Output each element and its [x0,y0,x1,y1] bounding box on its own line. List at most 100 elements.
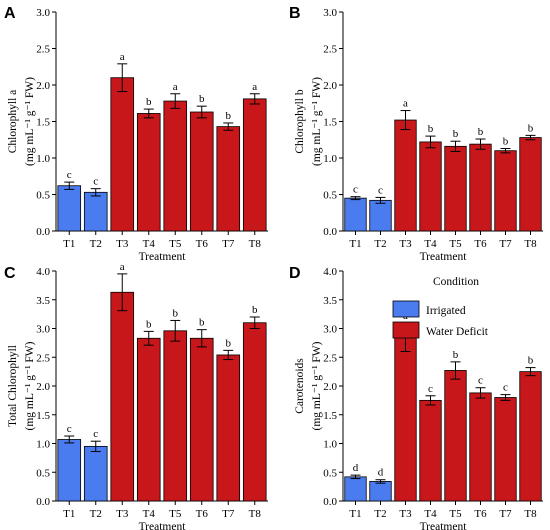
x-tick-label: T7 [222,508,235,520]
bar-t3 [110,291,135,502]
y-axis-units: (mg mL⁻¹ g⁻¹ FW) [24,341,36,430]
bar-t4 [136,113,161,232]
y-axis-title: Chlorophyll a [7,90,19,154]
bar-t4 [419,399,442,502]
x-tick-label: T4 [424,238,437,250]
significance-letter: b [146,96,152,108]
bar-t1 [344,476,367,502]
y-tick-label: 2.0 [323,381,337,393]
bar-t2 [369,481,392,502]
significance-letter: c [93,428,98,440]
x-tick-label: T8 [249,238,262,250]
y-tick-label: 1.0 [36,439,50,451]
bar-t8 [242,322,267,502]
panel-carotenoids: 0.00.51.01.52.02.53.03.54.0dT1dT2aT3cT4b… [294,266,543,530]
bar-t8 [519,371,542,502]
y-tick-label: 1.5 [323,117,337,129]
significance-letter: b [173,307,179,319]
y-tick-label: 0.5 [323,190,337,202]
x-tick-label: T2 [90,508,102,520]
bar-t5 [444,370,467,502]
x-tick-label: T1 [349,508,361,520]
significance-letter: b [478,126,484,138]
x-tick-label: T4 [424,508,437,520]
bar-t6 [189,337,214,502]
x-tick-label: T8 [249,508,262,520]
significance-letter: c [353,184,358,196]
significance-letter: a [120,51,125,63]
bar-t6 [189,111,214,232]
bar-t8 [242,98,267,232]
significance-letter: d [353,462,359,474]
x-tick-label: T2 [374,238,386,250]
legend-label-water-deficit: Water Deficit [426,326,489,338]
bar-t2 [83,191,108,232]
y-tick-label: 3.0 [323,324,337,336]
significance-letter: c [93,176,98,188]
bar-t1 [57,439,82,502]
y-tick-label: 4.0 [36,266,50,278]
y-tick-label: 0.5 [36,190,50,202]
bar-t7 [216,126,241,232]
x-tick-label: T1 [349,238,361,250]
bar-t7 [494,397,517,502]
y-tick-label: 1.0 [323,153,337,165]
significance-letter: b [503,136,509,148]
panel-total-chlorophyll: 0.0 0.5 1.0 1.5 2.0 2.5 3.0 3.5 4.0 c T1 c T2 a T3 b T4 b… [7,261,268,530]
significance-letter: b [146,318,152,330]
y-axis-title: Total Chlorophyll [7,345,19,427]
x-tick-label: T6 [474,238,487,250]
y-tick-label: 1.5 [323,410,337,422]
y-axis-units: (mg mL⁻¹ g⁻¹ FW) [24,77,36,166]
y-tick-label: 2.0 [36,80,50,92]
significance-letter: a [173,81,178,93]
y-tick-label: 2.0 [323,80,337,92]
x-tick-label: T4 [143,238,156,250]
bar-t5 [444,145,467,232]
x-tick-label: T2 [374,508,386,520]
y-tick-label: 3.5 [36,295,50,307]
x-tick-label: T4 [143,508,156,520]
legend-label-irrigated: Irrigated [426,305,466,317]
x-axis-title: Treatment [420,251,468,263]
x-tick-label: T6 [196,238,209,250]
significance-letter: b [428,123,434,135]
significance-letter: b [199,93,205,105]
significance-letter: c [378,184,383,196]
x-tick-label: T8 [524,508,537,520]
bar-t5 [163,330,188,502]
y-tick-label: 0.0 [323,496,337,508]
bar-t3 [394,336,417,502]
bar-t4 [419,141,442,232]
bar-t2 [83,445,108,502]
bar-t6 [469,392,492,502]
y-axis-units: (mg mL⁻¹ g⁻¹ FW) [311,77,323,166]
x-tick-label: T6 [474,508,487,520]
x-tick-label: T5 [449,238,462,250]
significance-letter: a [252,81,257,93]
y-tick-label: 2.5 [36,352,50,364]
significance-letter: b [199,317,205,329]
y-tick-label: 2.5 [323,44,337,56]
bar-t4 [136,337,161,502]
x-tick-label: T5 [449,508,462,520]
x-tick-label: T3 [399,508,412,520]
significance-letter: b [252,304,258,316]
bar-t5 [163,100,188,232]
significance-letter: c [478,375,483,387]
y-tick-label: 1.0 [36,153,50,165]
x-axis-title: Treatment [139,521,187,530]
panel-letter-d: D [289,265,301,282]
significance-letter: b [226,110,232,122]
significance-letter: b [453,349,459,361]
y-tick-label: 3.0 [36,7,50,19]
bar-t8 [519,137,542,232]
y-tick-label: 1.0 [323,439,337,451]
y-axis-title: Chlorophyll b [294,89,306,153]
significance-letter: b [528,122,534,134]
y-tick-label: 2.5 [36,44,50,56]
significance-letter: b [453,128,459,140]
bar-t2 [369,199,392,232]
y-axis-units: (mg mL⁻¹ g⁻¹ FW) [311,341,323,430]
y-tick-label: 0.0 [36,226,50,238]
